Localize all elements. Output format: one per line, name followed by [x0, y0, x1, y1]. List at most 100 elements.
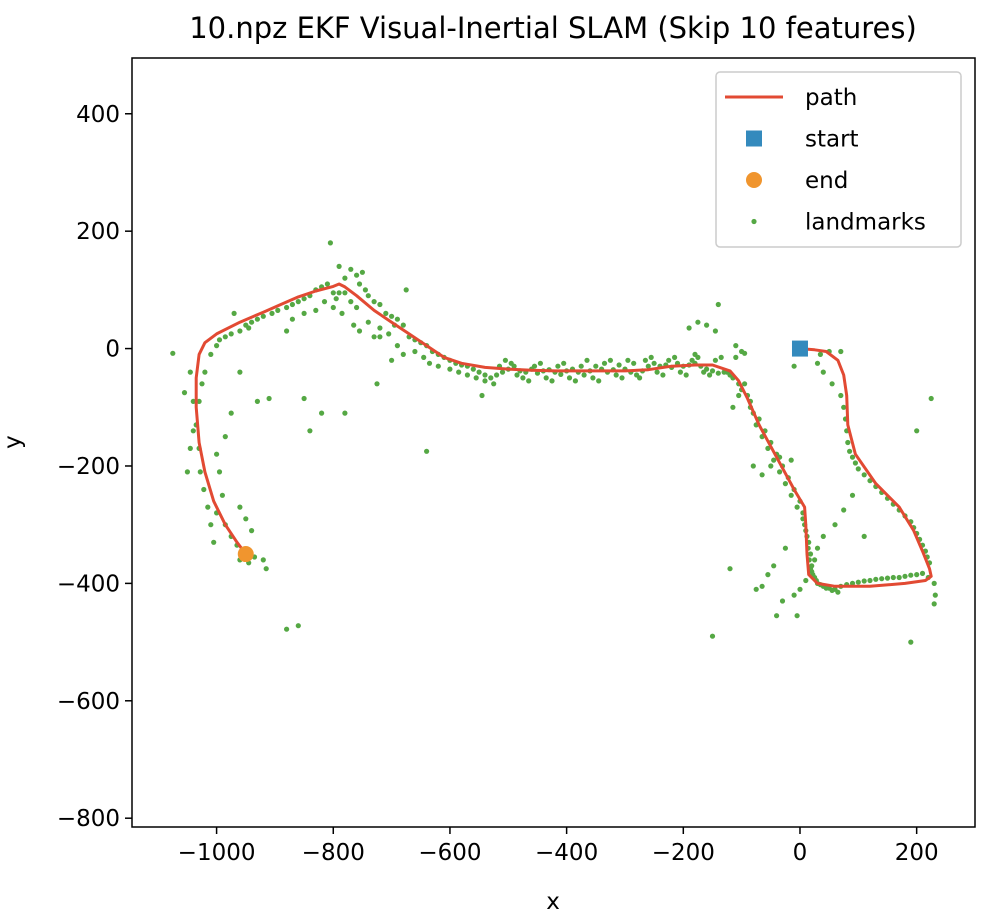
- landmark-point: [216, 337, 223, 343]
- landmark-point: [389, 357, 395, 363]
- landmark-point: [356, 281, 363, 287]
- landmark-point: [190, 398, 196, 404]
- landmark-point: [873, 576, 879, 582]
- landmark-point: [555, 363, 561, 369]
- landmark-point: [228, 410, 234, 416]
- landmark-point: [330, 304, 336, 311]
- landmark-point: [788, 457, 794, 463]
- legend-label: start: [805, 127, 859, 153]
- landmark-point: [613, 372, 619, 378]
- legend-end-swatch: [746, 172, 762, 188]
- landmark-point: [359, 269, 365, 275]
- y-tick-label: −400: [57, 571, 120, 597]
- landmark-point: [794, 613, 800, 619]
- landmark-point: [855, 579, 861, 585]
- landmark-point: [301, 310, 307, 316]
- landmark-point: [386, 331, 392, 337]
- landmark-point: [750, 463, 756, 469]
- landmark-point: [631, 360, 637, 366]
- landmark-point: [196, 398, 202, 404]
- landmark-point: [712, 328, 719, 334]
- landmark-point: [383, 310, 389, 316]
- landmark-point: [254, 398, 260, 404]
- y-axis-ticks: 400 200 0 −200 −400 −600 −800: [57, 102, 132, 832]
- landmark-point: [835, 589, 841, 595]
- landmark-point: [637, 375, 643, 381]
- landmark-point: [820, 369, 826, 375]
- landmark-point: [339, 310, 345, 316]
- landmark-point: [187, 369, 193, 375]
- legend-label: path: [805, 85, 857, 111]
- landmark-point: [348, 266, 354, 272]
- landmark-point: [803, 577, 809, 584]
- y-tick-label: 400: [76, 102, 120, 128]
- landmark-point: [231, 310, 237, 316]
- landmark-point: [779, 598, 786, 604]
- landmark-point: [228, 331, 234, 337]
- y-tick-label: −600: [57, 689, 120, 715]
- landmark-point: [616, 362, 622, 368]
- landmark-point: [736, 392, 742, 399]
- x-tick-label: 200: [895, 840, 939, 866]
- landmark-point: [820, 533, 826, 540]
- landmark-point: [829, 587, 835, 594]
- landmark-point: [237, 328, 243, 334]
- x-tick-label: −600: [418, 840, 481, 866]
- landmark-point: [884, 575, 891, 581]
- landmark-point: [695, 354, 701, 360]
- landmark-point: [715, 301, 721, 308]
- landmark-point: [558, 371, 564, 377]
- landmark-point: [319, 410, 325, 416]
- landmark-point: [476, 369, 482, 375]
- landmark-point: [187, 445, 193, 451]
- landmark-point: [683, 372, 689, 378]
- landmark-point: [572, 378, 579, 384]
- landmark-point: [931, 601, 937, 607]
- landmark-point: [237, 504, 243, 510]
- landmark-point: [377, 301, 383, 308]
- landmark-point: [184, 469, 190, 475]
- landmark-point: [342, 275, 348, 281]
- landmark-point: [742, 381, 748, 387]
- landmark-point: [561, 360, 567, 366]
- landmark-point: [648, 354, 654, 360]
- landmark-point: [342, 410, 348, 416]
- landmark-point: [812, 557, 818, 563]
- landmark-point: [914, 428, 920, 434]
- landmark-point: [190, 428, 196, 434]
- landmark-point: [832, 522, 838, 528]
- landmark-point: [672, 354, 678, 360]
- landmark-point: [205, 504, 211, 510]
- landmark-point: [336, 263, 342, 269]
- landmark-point: [566, 375, 573, 381]
- landmark-point: [867, 577, 873, 584]
- landmark-point: [424, 448, 430, 454]
- landmark-point: [814, 545, 821, 551]
- landmark-point: [531, 363, 538, 369]
- landmark-point: [619, 375, 625, 381]
- landmark-point: [841, 404, 847, 410]
- landmark-point: [584, 357, 590, 363]
- landmark-point: [208, 351, 214, 357]
- landmark-point: [596, 378, 602, 384]
- landmark-point: [709, 633, 716, 639]
- landmark-point: [426, 360, 433, 366]
- landmark-point: [823, 585, 829, 591]
- landmark-point: [354, 272, 360, 278]
- landmark-point: [488, 375, 494, 381]
- landmark-point: [607, 357, 614, 363]
- landmark-point: [651, 360, 657, 366]
- landmark-point: [479, 392, 485, 399]
- landmark-point: [753, 586, 759, 592]
- landmark-point: [908, 639, 914, 645]
- landmark-point: [814, 360, 821, 366]
- landmark-point: [246, 325, 252, 331]
- landmark-point: [351, 322, 357, 328]
- landmark-point: [768, 463, 774, 469]
- landmark-point: [709, 368, 716, 374]
- landmark-point: [777, 469, 783, 475]
- landmark-point: [712, 357, 719, 363]
- landmark-point: [412, 348, 418, 355]
- landmark-point: [890, 574, 896, 581]
